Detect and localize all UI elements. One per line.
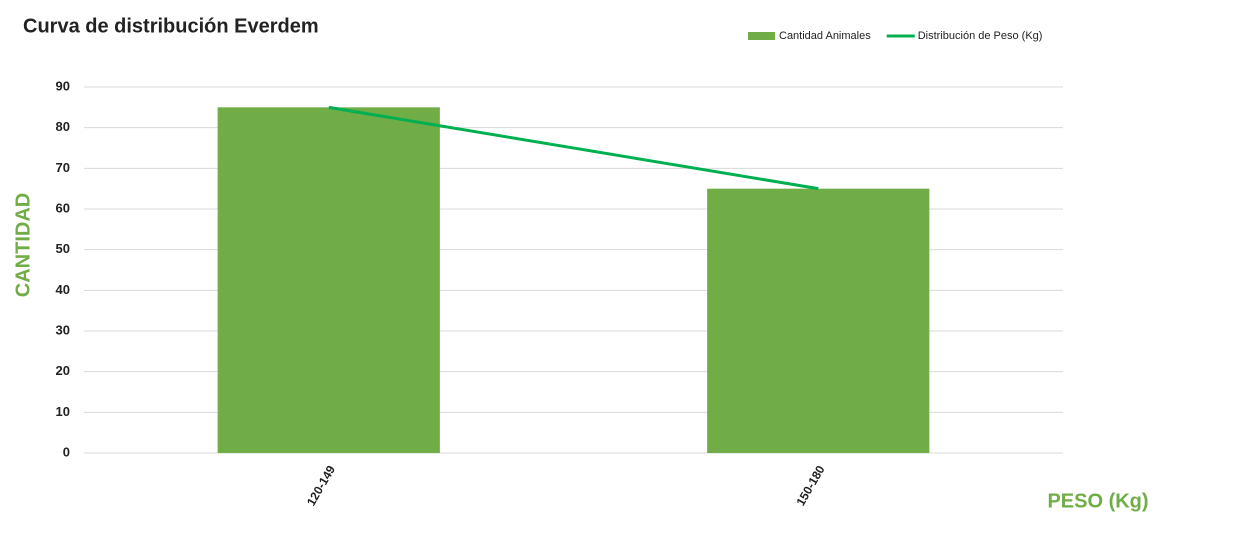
y-tick-label: 40 [56,282,70,297]
y-tick-label: 30 [56,322,70,337]
y-tick-label: 60 [56,200,70,215]
bar [707,188,930,453]
chart-title: Curva de distribución Everdem [23,15,319,37]
line [328,105,819,191]
bar [217,107,440,453]
legend-label: Distribución de Peso (Kg) [918,30,1043,42]
y-tick-label: 80 [56,119,70,134]
y-tick-label: 50 [56,241,70,256]
x-axis-label: PESO (Kg) [1047,490,1148,512]
y-tick-label: 70 [56,160,70,175]
y-axis-label: CANTIDAD [12,193,34,297]
y-tick-label: 20 [56,363,70,378]
y-tick-label: 0 [63,444,70,459]
x-tick-label: 150-180 [793,463,827,508]
legend-swatch [748,32,775,40]
legend-label: Cantidad Animales [779,30,871,42]
y-tick-label: 90 [56,78,70,93]
y-tick-label: 10 [56,404,70,419]
x-tick-label: 120-149 [304,463,338,508]
